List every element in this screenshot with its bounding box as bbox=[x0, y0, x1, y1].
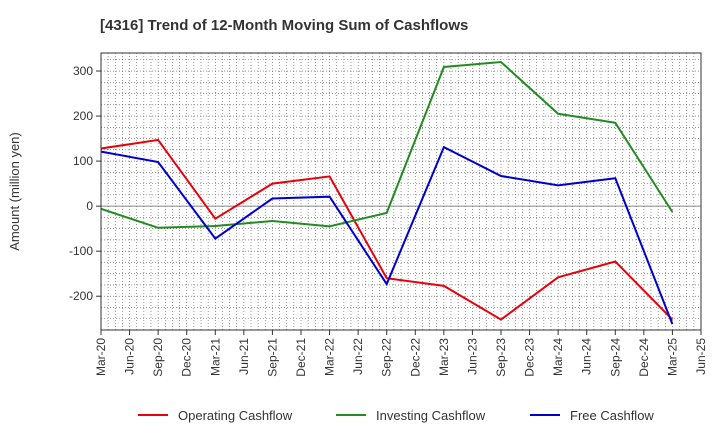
legend-label-free-cashflow: Free Cashflow bbox=[570, 408, 654, 423]
x-tick-label: Dec-24 bbox=[637, 338, 651, 377]
x-tick-label: Sep-20 bbox=[151, 338, 165, 377]
x-tick-label: Mar-25 bbox=[665, 338, 679, 376]
x-tick-label: Sep-22 bbox=[380, 338, 394, 377]
x-tick-label: Sep-21 bbox=[265, 338, 279, 377]
y-tick-label: 300 bbox=[73, 64, 93, 78]
legend-label-investing-cashflow: Investing Cashflow bbox=[376, 408, 486, 423]
y-tick-label: 100 bbox=[73, 154, 93, 168]
y-tick-label: -200 bbox=[69, 289, 93, 303]
y-axis-label: Amount (million yen) bbox=[7, 132, 22, 251]
grid bbox=[100, 53, 702, 330]
x-tick-label: Mar-22 bbox=[323, 338, 337, 376]
x-tick-label: Mar-24 bbox=[551, 338, 565, 376]
chart-title: [4316] Trend of 12-Month Moving Sum of C… bbox=[100, 17, 468, 34]
series-line-free-cashflow bbox=[100, 145, 674, 325]
y-tick-label: 200 bbox=[73, 109, 93, 123]
series-lines bbox=[100, 60, 674, 325]
x-tick-label: Jun-23 bbox=[465, 338, 479, 375]
x-tick-label: Dec-23 bbox=[523, 338, 537, 377]
plot-frame bbox=[100, 52, 702, 331]
x-tick-label: Sep-23 bbox=[494, 338, 508, 377]
series-line-investing-cashflow bbox=[100, 60, 674, 229]
series-line-operating-cashflow bbox=[100, 138, 674, 321]
x-tick-label: Mar-21 bbox=[208, 338, 222, 376]
x-tick-label: Jun-21 bbox=[237, 338, 251, 375]
x-tick-label: Mar-20 bbox=[94, 338, 108, 376]
plot-border bbox=[100, 52, 702, 331]
x-tick-label: Jun-20 bbox=[123, 338, 137, 375]
legend-label-operating-cashflow: Operating Cashflow bbox=[178, 408, 293, 423]
x-tick-label: Jun-22 bbox=[351, 338, 365, 375]
x-tick-label: Jun-25 bbox=[694, 338, 708, 375]
y-tick-label: -100 bbox=[69, 244, 93, 258]
x-tick-labels: Mar-20 Jun-20 Sep-20 Dec-20 Mar-21 Jun-21 Sep-… bbox=[94, 330, 708, 377]
y-tick-label: 0 bbox=[86, 199, 93, 213]
x-tick-label: Dec-20 bbox=[180, 338, 194, 377]
x-tick-label: Mar-23 bbox=[437, 338, 451, 376]
x-tick-label: Sep-24 bbox=[608, 338, 622, 377]
x-tick-label: Dec-22 bbox=[408, 338, 422, 377]
legend: Operating Cashflow Investing Cashflow Free… bbox=[138, 408, 654, 423]
x-tick-label: Jun-24 bbox=[580, 338, 594, 375]
y-tick-labels: 300 200 100 0 -100 -200 bbox=[69, 64, 101, 303]
x-tick-label: Dec-21 bbox=[294, 338, 308, 377]
